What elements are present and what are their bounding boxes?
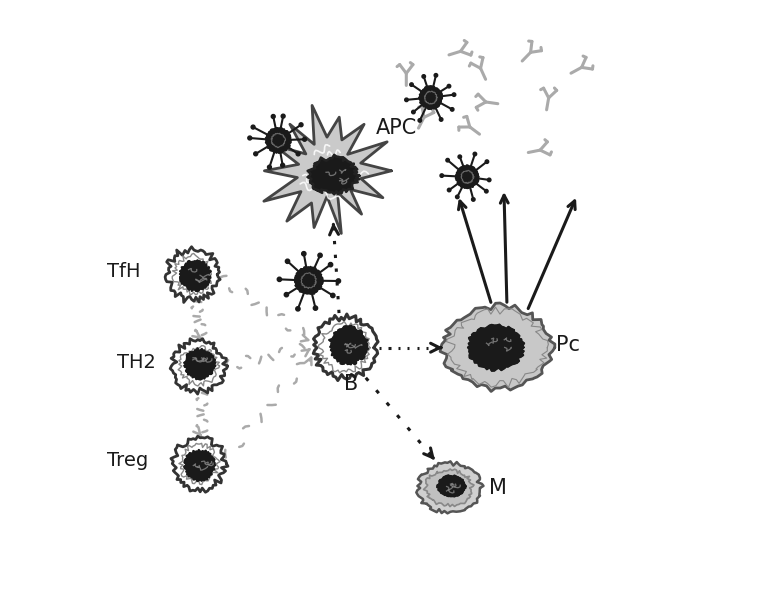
Circle shape — [484, 190, 488, 193]
Circle shape — [268, 165, 272, 169]
Circle shape — [439, 118, 443, 121]
Polygon shape — [264, 106, 391, 234]
Circle shape — [422, 74, 425, 78]
Circle shape — [487, 178, 491, 182]
Circle shape — [448, 188, 451, 192]
Circle shape — [418, 119, 421, 122]
Circle shape — [251, 125, 255, 129]
Polygon shape — [307, 155, 359, 195]
Circle shape — [286, 259, 289, 264]
Circle shape — [303, 137, 307, 142]
Polygon shape — [416, 461, 483, 514]
Circle shape — [336, 279, 341, 283]
Circle shape — [296, 307, 300, 311]
Circle shape — [456, 195, 459, 199]
Polygon shape — [295, 267, 323, 294]
Circle shape — [450, 107, 454, 111]
Polygon shape — [266, 127, 291, 153]
Polygon shape — [184, 348, 216, 379]
Text: B: B — [345, 375, 359, 395]
Circle shape — [318, 253, 322, 257]
Circle shape — [296, 152, 300, 156]
Circle shape — [281, 114, 285, 118]
Circle shape — [272, 115, 275, 118]
Circle shape — [277, 277, 282, 281]
Polygon shape — [419, 86, 442, 109]
Text: Pc: Pc — [556, 335, 580, 354]
Circle shape — [440, 174, 444, 178]
Circle shape — [472, 198, 475, 201]
Polygon shape — [314, 314, 378, 381]
Polygon shape — [440, 303, 555, 392]
Circle shape — [281, 163, 285, 167]
Circle shape — [446, 159, 449, 162]
Circle shape — [302, 251, 306, 256]
Text: Treg: Treg — [107, 451, 149, 470]
Text: APC: APC — [376, 118, 417, 138]
Circle shape — [410, 83, 414, 87]
Polygon shape — [437, 475, 466, 497]
Circle shape — [485, 160, 489, 163]
Polygon shape — [468, 325, 524, 371]
Circle shape — [447, 84, 451, 88]
Text: M: M — [489, 478, 507, 498]
Polygon shape — [184, 450, 215, 481]
Circle shape — [254, 152, 258, 156]
Polygon shape — [329, 326, 368, 364]
Polygon shape — [170, 339, 227, 394]
Circle shape — [405, 98, 408, 102]
Circle shape — [328, 262, 333, 267]
Circle shape — [299, 123, 303, 127]
Polygon shape — [165, 247, 220, 303]
Circle shape — [331, 293, 335, 298]
Polygon shape — [456, 165, 479, 188]
Polygon shape — [424, 469, 474, 506]
Circle shape — [411, 110, 415, 114]
Text: TfH: TfH — [107, 262, 141, 281]
Circle shape — [284, 293, 289, 297]
Polygon shape — [171, 436, 228, 492]
Circle shape — [458, 155, 462, 159]
Circle shape — [434, 74, 438, 77]
Circle shape — [314, 306, 317, 310]
Circle shape — [248, 136, 251, 140]
Circle shape — [452, 93, 456, 96]
Circle shape — [473, 152, 476, 156]
Polygon shape — [180, 260, 211, 291]
Text: TH2: TH2 — [116, 353, 155, 373]
